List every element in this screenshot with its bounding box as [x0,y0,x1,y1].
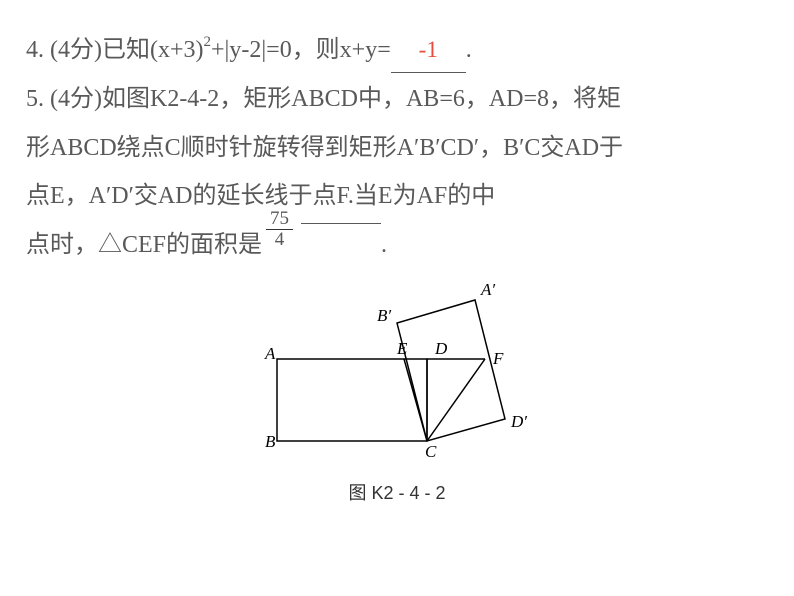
p4-period: . [466,37,472,63]
p5-fraction: 75 4 [266,209,293,252]
p5-frac-den: 4 [266,230,293,251]
p5-frac-num: 75 [266,209,293,231]
p4-middle: +|y-2|=0，则x+y= [211,37,391,63]
p5-period: . [381,223,387,267]
svg-text:E: E [396,339,408,358]
p5-line1: 5. (4分)如图K2-4-2，矩形ABCD中，AB=6，AD=8，将矩 [26,86,621,112]
svg-text:A′: A′ [480,280,495,299]
figure-container: A B C D E F A′ B′ D′ 图 K2 - 4 - 2 [26,271,768,505]
problem-5-line2: 形ABCD绕点C顺时针旋转得到矩形A′B′CD′，B′C交AD于 [26,126,768,170]
p4-exponent: 2 [204,34,212,50]
p5-line4a: 点时，△CEF的面积是 [26,223,262,267]
svg-text:C: C [425,442,437,461]
svg-text:D: D [434,339,448,358]
p4-answer: -1 [419,37,438,62]
problem-5-line4: 点时，△CEF的面积是 75 4 . [26,223,768,267]
svg-text:B: B [265,432,276,451]
svg-text:B′: B′ [377,306,391,325]
p5-line3: 点E，A′D′交AD的延长线于点F.当E为AF的中 [26,183,495,209]
p4-blank: -1 [391,28,466,73]
svg-text:A: A [264,344,276,363]
figure: A B C D E F A′ B′ D′ 图 K2 - 4 - 2 [237,271,557,505]
geometry-diagram: A B C D E F A′ B′ D′ [237,271,557,471]
p5-line2: 形ABCD绕点C顺时针旋转得到矩形A′B′CD′，B′C交AD于 [26,135,623,161]
p5-blank [301,223,381,224]
problem-4: 4. (4分)已知(x+3)2+|y-2|=0，则x+y= -1. [26,28,768,73]
p4-prefix: 4. (4分)已知(x+3) [26,37,204,63]
problem-5-line1: 5. (4分)如图K2-4-2，矩形ABCD中，AB=6，AD=8，将矩 [26,77,768,121]
figure-caption: 图 K2 - 4 - 2 [237,479,557,505]
svg-text:D′: D′ [510,412,527,431]
problem-5-line3: 点E，A′D′交AD的延长线于点F.当E为AF的中 [26,174,768,218]
svg-text:F: F [492,349,504,368]
